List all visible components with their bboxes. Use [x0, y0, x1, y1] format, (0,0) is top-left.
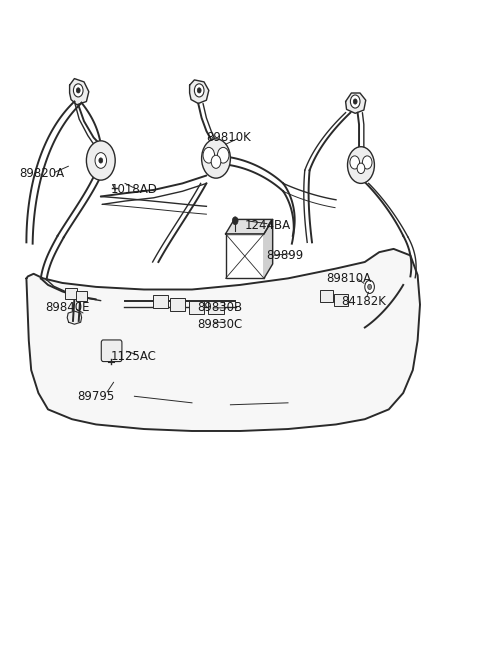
Polygon shape	[264, 219, 273, 278]
Bar	[153, 295, 168, 308]
Bar	[65, 288, 77, 299]
Text: 89830C: 89830C	[197, 318, 242, 331]
Circle shape	[357, 163, 365, 174]
Text: 89840E: 89840E	[46, 301, 90, 314]
Polygon shape	[226, 219, 273, 234]
Text: 89899: 89899	[266, 249, 304, 262]
Bar	[189, 301, 204, 314]
Polygon shape	[70, 79, 89, 105]
Circle shape	[362, 156, 372, 169]
Polygon shape	[67, 311, 82, 324]
Circle shape	[368, 284, 372, 290]
Bar	[334, 294, 348, 306]
Circle shape	[350, 156, 360, 169]
Polygon shape	[346, 93, 366, 113]
Text: 89810K: 89810K	[206, 131, 251, 144]
Circle shape	[95, 153, 107, 168]
Circle shape	[203, 147, 215, 163]
Circle shape	[211, 155, 221, 168]
Circle shape	[86, 141, 115, 180]
Text: 89795: 89795	[77, 390, 114, 403]
Bar	[320, 290, 333, 302]
Bar	[76, 291, 87, 301]
Circle shape	[217, 147, 229, 163]
Text: 1018AD: 1018AD	[110, 183, 157, 196]
Circle shape	[232, 217, 238, 225]
Text: 89830B: 89830B	[197, 301, 242, 314]
Text: 89810A: 89810A	[326, 272, 372, 285]
Polygon shape	[190, 80, 209, 103]
Circle shape	[350, 95, 360, 108]
FancyBboxPatch shape	[101, 340, 122, 362]
Circle shape	[348, 147, 374, 183]
Bar	[170, 298, 185, 311]
Circle shape	[194, 84, 204, 97]
Circle shape	[197, 88, 201, 93]
Text: 1244BA: 1244BA	[245, 219, 291, 233]
Text: 1125AC: 1125AC	[110, 350, 156, 364]
Polygon shape	[26, 249, 420, 431]
Circle shape	[353, 99, 357, 104]
Text: 84182K: 84182K	[341, 295, 385, 308]
Circle shape	[99, 158, 103, 163]
Bar	[226, 234, 264, 278]
Circle shape	[202, 139, 230, 178]
Bar	[208, 301, 224, 314]
Circle shape	[76, 88, 80, 93]
Circle shape	[365, 280, 374, 293]
Circle shape	[73, 84, 83, 97]
Text: 89820A: 89820A	[19, 167, 64, 180]
